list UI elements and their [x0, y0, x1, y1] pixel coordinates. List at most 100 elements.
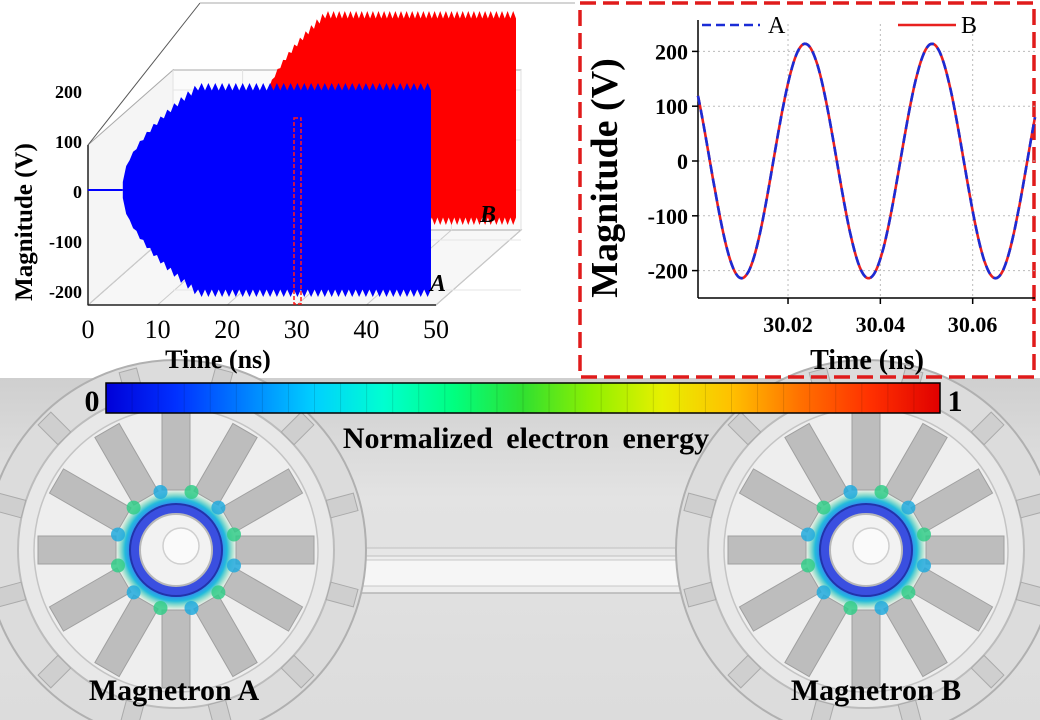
chart-zoom: 200 100 0 -100 -200 30.02 30.04 30.06 A B Time… [578, 1, 1037, 379]
chart-zoom-x-axis-label: Time (ns) [810, 345, 924, 376]
electron-spoke [816, 500, 831, 515]
anode-vane [851, 609, 881, 689]
electron-spoke [126, 585, 141, 600]
outer-fin [727, 654, 762, 689]
cathode-core [852, 527, 890, 565]
anode-vane [883, 594, 948, 678]
electron-spoke [843, 485, 858, 499]
chart-zoom-gridlines [698, 24, 1035, 298]
outer-fin [808, 699, 835, 720]
outer-fin [727, 411, 762, 446]
series-b-depth-label: B [479, 202, 496, 228]
electron-spoke [184, 601, 199, 615]
magnetron-scene: Magnetron A Magnetron B [0, 359, 1040, 720]
cathode-core [162, 527, 200, 565]
colorbar-ticks [131, 383, 915, 413]
outer-fin [683, 581, 717, 608]
electron-spoke [111, 527, 125, 542]
coupling-waveguide [311, 547, 733, 594]
waveform-envelope [122, 83, 432, 297]
anode-vane [161, 411, 191, 491]
magnetron-b-body [675, 359, 1040, 720]
chart-3d-y-tick-labels: 200 100 0 -100 -200 [49, 82, 82, 302]
anode-vane [738, 567, 822, 632]
outer-fin [37, 654, 72, 689]
electron-spoke [874, 485, 889, 499]
floor-gridline [435, 229, 522, 306]
y-tick-label: 200 [655, 39, 688, 64]
x-tick-label: 30.04 [856, 312, 906, 337]
outer-fin [207, 699, 234, 720]
outer-fin [37, 411, 72, 446]
y-tick-label: -200 [648, 259, 688, 284]
anode-vane [738, 468, 822, 533]
electron-spoke [153, 485, 168, 499]
y-tick-label: -100 [648, 204, 688, 229]
y-tick-label: 0 [73, 182, 82, 202]
series-a-line [696, 42, 1037, 280]
x-tick-label: 50 [423, 315, 449, 344]
electron-spoke [874, 601, 889, 615]
legend-b-label: B [961, 13, 977, 39]
anode-vane [925, 535, 1005, 565]
electron-spoke [211, 585, 226, 600]
chart-zoom-axes [692, 20, 1035, 304]
electron-spoke [843, 601, 858, 615]
x-tick-label: 30.02 [763, 312, 813, 337]
outer-fin [325, 492, 359, 519]
outer-fin [970, 411, 1005, 446]
magnetron-a-label: Magnetron A [89, 674, 260, 707]
electron-spoke [816, 585, 831, 600]
electron-spoke [917, 558, 931, 573]
anode-vane [727, 535, 807, 565]
chart-3d-y-axis-label: Magnitude (V) [11, 143, 38, 301]
series-a-depth-label: A [428, 271, 446, 297]
outer-fin [897, 699, 924, 720]
electron-spoke [801, 558, 815, 573]
electron-spoke [901, 585, 916, 600]
legend-a-label: A [768, 13, 786, 39]
outer-fin [1015, 492, 1040, 519]
anode-vane [910, 567, 994, 632]
zoom-window-marker [293, 117, 302, 305]
anode-vane [193, 594, 258, 678]
chart-zoom-x-tick-labels: 30.02 30.04 30.06 [763, 312, 997, 337]
electron-spoke [111, 558, 125, 573]
y-tick-label: 100 [655, 94, 688, 119]
chart-zoom-legend: A B [702, 13, 977, 39]
colorbar-gradient [105, 382, 941, 414]
outer-fin [280, 654, 315, 689]
magnetron-a-body [0, 359, 367, 720]
outer-fin [1015, 581, 1040, 608]
outer-fin [683, 492, 717, 519]
chart-3d-x-axis-label: Time (ns) [165, 345, 271, 374]
electron-spoke [211, 500, 226, 515]
chart-zoom-y-tick-labels: 200 100 0 -100 -200 [648, 39, 688, 283]
anode-vane [851, 411, 881, 491]
x-tick-label: 10 [145, 315, 171, 344]
y-tick-label: 100 [55, 132, 82, 152]
anode-vane [235, 535, 315, 565]
y-tick-label: -100 [49, 232, 82, 252]
magnetron-b-label: Magnetron B [791, 674, 961, 707]
chart-3d-x-tick-labels: 0 10 20 30 40 50 [82, 315, 450, 344]
x-tick-label: 40 [353, 315, 379, 344]
outer-fin [970, 654, 1005, 689]
anode-vane [94, 594, 159, 678]
outer-fin [280, 411, 315, 446]
electron-spoke [227, 527, 241, 542]
y-tick-label: 0 [677, 149, 688, 174]
y-tick-label: 200 [55, 82, 82, 102]
electron-spoke [126, 500, 141, 515]
x-tick-label: 20 [214, 315, 240, 344]
box-top-edge [87, 2, 201, 146]
colorbar-title: Normalized electron energy [343, 422, 709, 455]
chart-3d-waterfall: 200 100 0 -100 -200 0 10 20 30 40 50 Time (ns) Ma… [11, 2, 575, 374]
chart-zoom-y-axis-label: Magnitude (V) [584, 58, 626, 298]
outer-fin [0, 581, 27, 608]
anode-vane [784, 594, 849, 678]
anode-vane [37, 535, 117, 565]
anode-vane [910, 468, 994, 533]
